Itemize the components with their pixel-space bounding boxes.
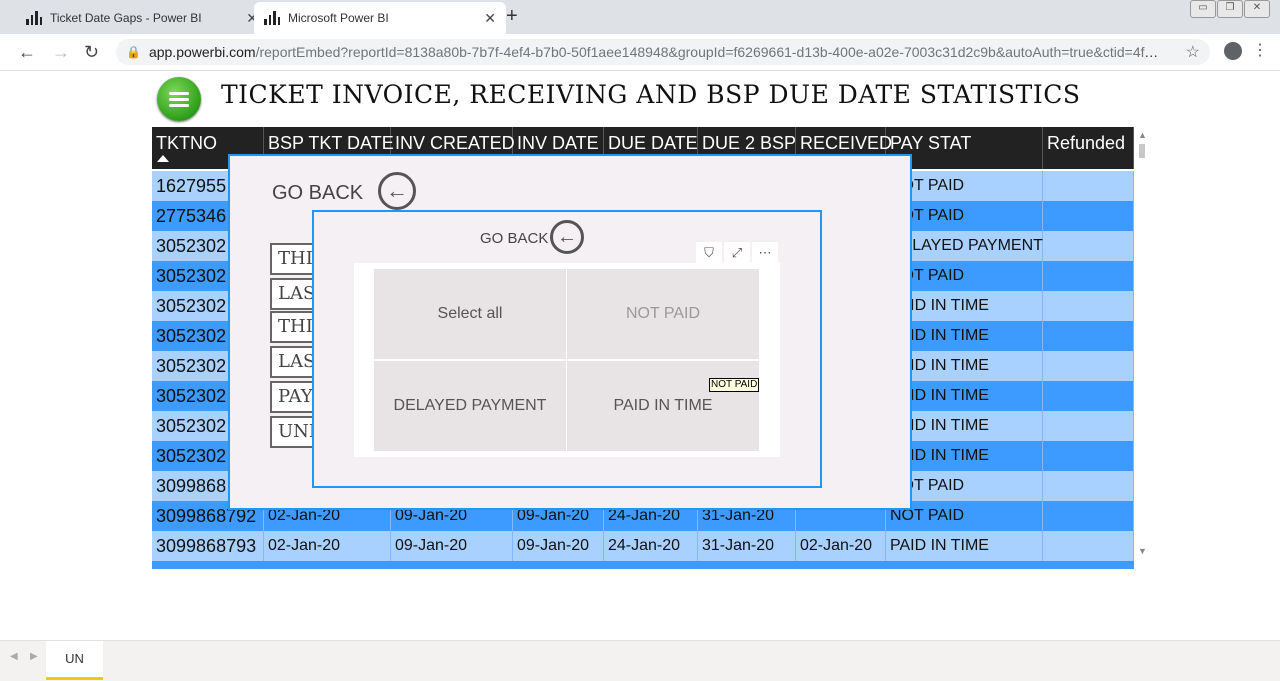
table-cell: [1043, 411, 1134, 441]
tooltip: NOT PAID: [709, 378, 760, 392]
table-cell: [1043, 501, 1134, 531]
url-path: /reportEmbed?reportId=8138a80b-7b7f-4ef4…: [255, 44, 1159, 60]
table-scrollbar[interactable]: ▲ ▼: [1138, 130, 1147, 560]
table-cell: [1043, 441, 1134, 471]
column-header[interactable]: TKTNO: [152, 127, 264, 169]
table-cell: PAID IN TIME: [886, 291, 1043, 321]
scroll-thumb[interactable]: [1139, 144, 1145, 158]
prev-page-icon[interactable]: ◀: [10, 651, 18, 662]
table-cell: [1043, 261, 1134, 291]
table-cell: 09-Jan-20: [391, 531, 513, 561]
table-cell: PAID IN TIME: [886, 411, 1043, 441]
close-icon[interactable]: ✕: [484, 9, 496, 26]
column-header[interactable]: PAY STAT: [886, 127, 1043, 169]
scroll-up-icon[interactable]: ▲: [1138, 130, 1147, 140]
reload-icon[interactable]: ↻: [84, 42, 100, 62]
table-row-partial: [152, 561, 1134, 569]
table-cell: 3099868793: [152, 531, 264, 561]
table-cell: [1043, 291, 1134, 321]
browser-tab[interactable]: Ticket Date Gaps - Power BI ✕: [16, 2, 268, 34]
forward-arrow-icon[interactable]: →: [52, 42, 70, 62]
filter-icon[interactable]: ⛉: [696, 242, 722, 264]
column-header[interactable]: Refunded: [1043, 127, 1134, 169]
table-cell: PAID IN TIME: [886, 321, 1043, 351]
table-cell: [1043, 471, 1134, 501]
slicer-tile-not-paid[interactable]: NOT PAID: [567, 269, 759, 359]
table-row[interactable]: 3099868793 02-Jan-20 09-Jan-20 09-Jan-20 24-…: [152, 531, 1134, 561]
table-cell: [1043, 321, 1134, 351]
back-arrow-icon[interactable]: ←: [18, 42, 36, 62]
more-menu-icon[interactable]: ⋮: [1252, 42, 1268, 59]
table-cell: 09-Jan-20: [513, 501, 604, 531]
browser-tab-active[interactable]: Microsoft Power BI ✕: [254, 2, 506, 34]
tab-title: Ticket Date Gaps - Power BI: [50, 11, 202, 25]
back-arrow-circle-icon[interactable]: ←: [550, 220, 584, 254]
table-cell: PAID IN TIME: [886, 441, 1043, 471]
close-icon[interactable]: ✕: [246, 9, 258, 26]
go-back-label[interactable]: GO BACK: [480, 230, 549, 247]
table-cell: 02-Jan-20: [796, 531, 886, 561]
table-cell: 24-Jan-20: [604, 501, 698, 531]
table-cell: [1043, 381, 1134, 411]
address-bar: ← → ↻ 🔒 app.powerbi.com/reportEmbed?repo…: [0, 34, 1280, 71]
table-cell: PAID IN TIME: [886, 381, 1043, 411]
column-header[interactable]: INV DATE: [513, 127, 604, 169]
window-controls: ▭ ❐ ✕: [1189, 0, 1270, 18]
table-cell: [1043, 351, 1134, 381]
slicer-tile-paid-in-time[interactable]: PAID IN TIME: [567, 361, 759, 451]
column-header[interactable]: DUE 2 BSP: [698, 127, 796, 169]
tab-title: Microsoft Power BI: [288, 11, 389, 25]
profile-avatar-icon[interactable]: [1224, 42, 1242, 60]
table-cell: [1043, 231, 1134, 261]
page-tabs-bar: ◀ ▶ UN: [0, 640, 1280, 681]
slicer-tile-select-all[interactable]: Select all: [374, 269, 566, 359]
minimize-icon[interactable]: ▭: [1190, 0, 1216, 18]
column-header[interactable]: DUE DATE: [604, 127, 698, 169]
table-cell: [1043, 201, 1134, 231]
next-page-icon[interactable]: ▶: [30, 651, 38, 662]
scroll-down-icon[interactable]: ▼: [1138, 546, 1147, 556]
table-cell: 09-Jan-20: [513, 531, 604, 561]
table-cell: [1043, 531, 1134, 561]
table-cell: 31-Jan-20: [698, 531, 796, 561]
column-header[interactable]: INV CREATED: [391, 127, 515, 169]
table-cell: 09-Jan-20: [391, 501, 513, 531]
more-options-icon[interactable]: ⋯: [752, 242, 778, 264]
pay-status-slicer: Select all NOT PAID DELAYED PAYMENT PAID…: [354, 263, 780, 457]
go-back-label[interactable]: GO BACK: [272, 182, 364, 204]
report-title: TICKET INVOICE, RECEIVING AND BSP DUE DA…: [221, 80, 1081, 109]
browser-tab-bar: Ticket Date Gaps - Power BI ✕ Microsoft …: [0, 0, 1280, 34]
go-back-panel-inner: GO BACK ← ⛉ ⤢ ⋯ Select all NOT PAID DELA…: [312, 210, 822, 488]
table-cell: [796, 501, 886, 531]
focus-mode-icon[interactable]: ⤢: [724, 242, 750, 264]
table-cell: PAID IN TIME: [886, 531, 1043, 561]
table-cell: 31-Jan-20: [698, 501, 796, 531]
close-window-icon[interactable]: ✕: [1244, 0, 1270, 18]
table-cell: 02-Jan-20: [264, 501, 391, 531]
table-cell: [1043, 171, 1134, 201]
bookmark-star-icon[interactable]: ☆: [1185, 44, 1200, 61]
column-header[interactable]: BSP TKT DATE: [264, 127, 394, 169]
column-header[interactable]: RECEIVED: [796, 127, 892, 169]
restore-icon[interactable]: ❐: [1217, 0, 1243, 18]
powerbi-icon: [264, 11, 280, 25]
sort-ascending-icon[interactable]: [157, 155, 169, 162]
menu-hamburger-icon[interactable]: [157, 77, 201, 121]
lock-icon: 🔒: [126, 45, 141, 59]
table-cell: 24-Jan-20: [604, 531, 698, 561]
table-cell: DELAYED PAYMENT: [886, 231, 1043, 261]
back-arrow-circle-icon[interactable]: ←: [378, 172, 416, 210]
table-cell: 02-Jan-20: [264, 531, 391, 561]
url-domain: app.powerbi.com: [148, 44, 256, 60]
table-cell: NOT PAID: [886, 501, 1043, 531]
page-tab-active[interactable]: UN: [46, 641, 103, 680]
table-cell: PAID IN TIME: [886, 351, 1043, 381]
visual-header-icons: ⛉ ⤢ ⋯: [694, 242, 778, 264]
powerbi-icon: [26, 11, 42, 25]
url-field[interactable]: 🔒 app.powerbi.com/reportEmbed?reportId=8…: [116, 39, 1210, 65]
slicer-tile-delayed-payment[interactable]: DELAYED PAYMENT: [374, 361, 566, 451]
new-tab-button[interactable]: +: [506, 5, 518, 27]
table-cell: 3099868792: [152, 501, 264, 531]
